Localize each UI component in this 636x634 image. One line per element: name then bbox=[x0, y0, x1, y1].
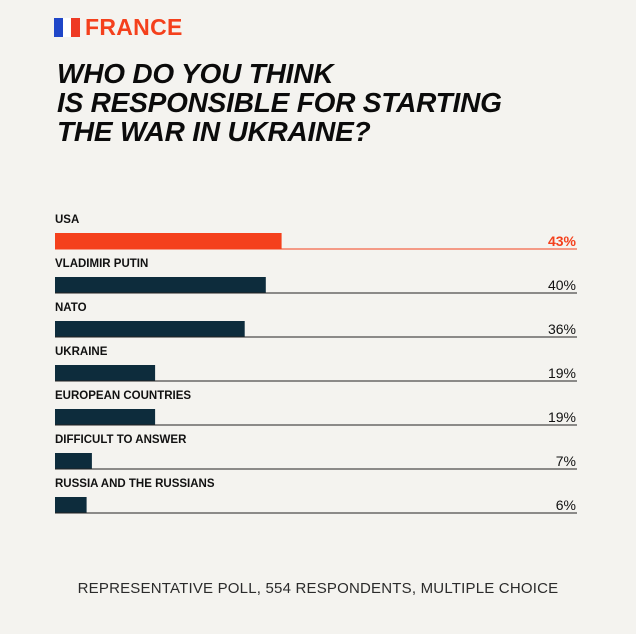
bar bbox=[55, 497, 87, 513]
value-label: 36% bbox=[548, 321, 576, 337]
category-label: VLADIMIR PUTIN bbox=[55, 258, 148, 270]
value-label: 7% bbox=[556, 453, 576, 469]
bar bbox=[55, 453, 92, 469]
category-label: NATO bbox=[55, 302, 87, 314]
value-label: 43% bbox=[548, 233, 577, 249]
flag-stripe-red bbox=[71, 17, 81, 37]
title-line: IS RESPONSIBLE FOR STARTING bbox=[57, 87, 502, 118]
country-label: FRANCE bbox=[85, 14, 183, 40]
bar bbox=[55, 321, 245, 337]
category-label: USA bbox=[55, 214, 79, 226]
page-title: WHO DO YOU THINK IS RESPONSIBLE FOR STAR… bbox=[57, 59, 502, 146]
bar bbox=[55, 365, 156, 381]
title-line: WHO DO YOU THINK bbox=[57, 58, 334, 89]
footnote: REPRESENTATIVE POLL, 554 RESPONDENTS, MU… bbox=[77, 580, 559, 597]
bar bbox=[55, 233, 282, 249]
title-line: THE WAR IN UKRAINE? bbox=[57, 116, 371, 147]
flag-stripe-blue bbox=[54, 17, 63, 37]
category-label: RUSSIA AND THE RUSSIANS bbox=[55, 478, 215, 490]
category-label: UKRAINE bbox=[55, 346, 108, 358]
value-label: 6% bbox=[556, 497, 576, 513]
bar-chart: USA 43% VLADIMIR PUTIN 40% NATO 36% UKRAINE 19%… bbox=[55, 214, 577, 514]
value-label: 40% bbox=[548, 277, 576, 293]
bar bbox=[55, 409, 156, 425]
france-flag-icon bbox=[54, 17, 81, 37]
flag-stripe-white bbox=[62, 17, 72, 37]
category-label: EUROPEAN COUNTRIES bbox=[55, 390, 191, 402]
header: FRANCE bbox=[54, 14, 183, 40]
category-label: DIFFICULT TO ANSWER bbox=[55, 434, 187, 446]
value-label: 19% bbox=[548, 409, 576, 425]
value-label: 19% bbox=[548, 365, 576, 381]
bar bbox=[55, 277, 266, 293]
